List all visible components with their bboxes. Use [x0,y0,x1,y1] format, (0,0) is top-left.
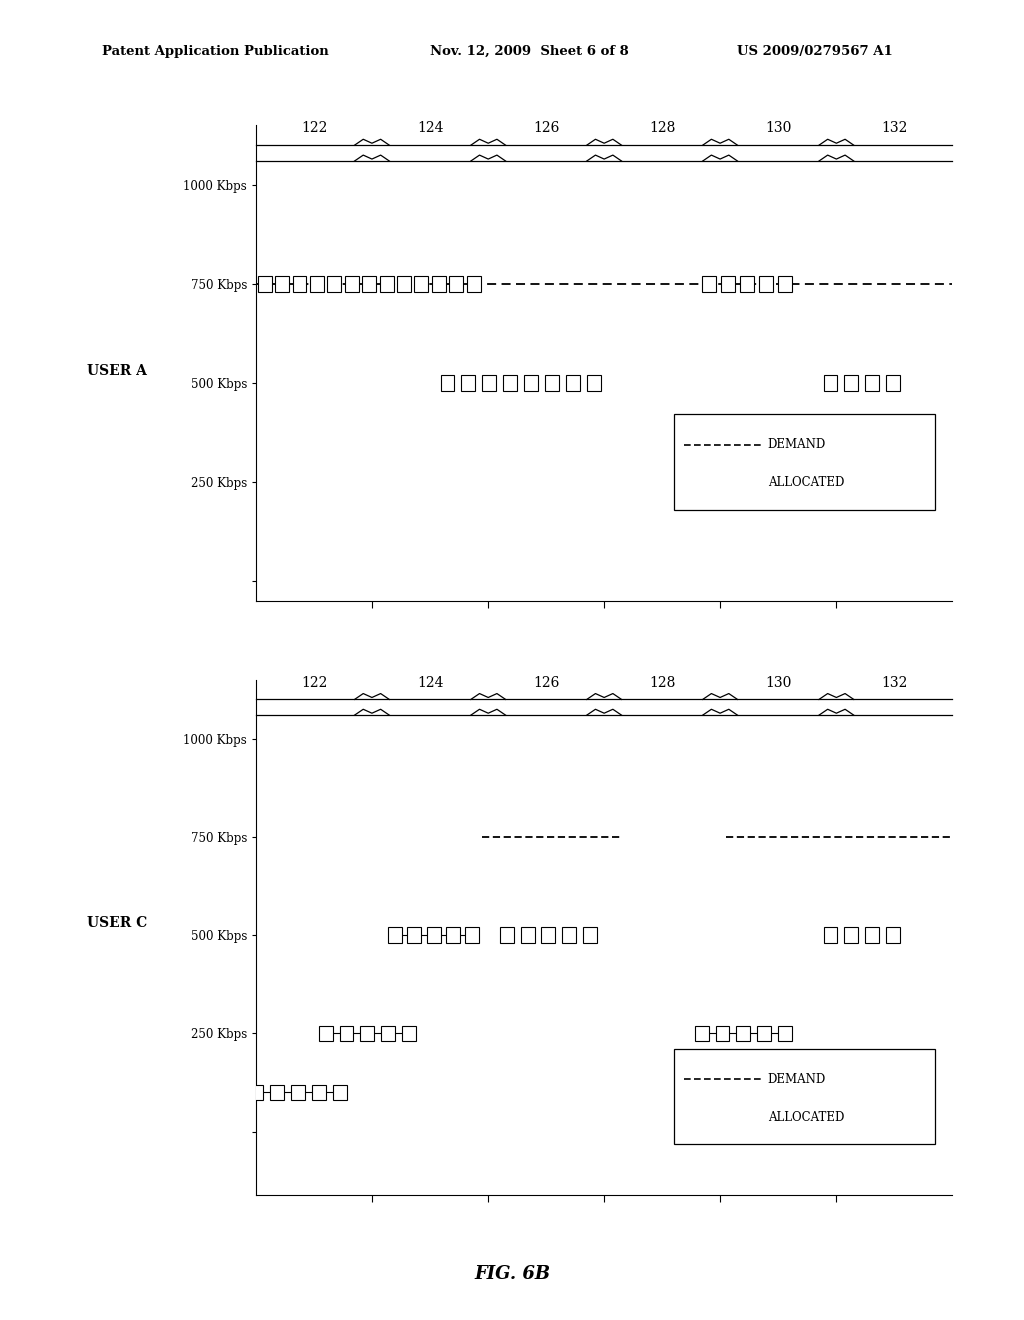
Text: USER A: USER A [87,364,146,378]
Bar [503,375,517,391]
Bar [311,1085,326,1101]
Bar [694,475,709,491]
Bar [694,1026,709,1041]
Bar [542,928,555,942]
Text: 122: 122 [301,676,328,689]
Text: 126: 126 [532,676,559,689]
Bar [701,276,716,292]
Bar [845,375,858,391]
Bar [716,1026,729,1041]
Bar [360,1026,375,1041]
Bar [462,375,475,391]
Bar [440,375,455,391]
Bar [823,375,838,391]
Bar [362,276,376,292]
Bar [445,928,460,942]
Bar [566,375,580,391]
Bar [778,276,793,292]
Bar [318,1026,333,1041]
Bar [345,276,358,292]
Bar [415,276,428,292]
Bar [258,276,271,292]
Text: 124: 124 [417,676,443,689]
Bar [388,928,402,942]
Bar [275,276,289,292]
Bar [291,1085,305,1101]
Bar [712,475,726,491]
Bar [450,276,463,292]
Bar [380,276,393,292]
Bar [408,928,422,942]
Bar [886,375,900,391]
Text: FIG. 6B: FIG. 6B [474,1265,550,1283]
Bar [333,1085,346,1101]
Text: 132: 132 [881,121,907,135]
Text: 128: 128 [649,676,676,689]
Text: DEMAND: DEMAND [768,438,826,451]
Bar [427,928,440,942]
Bar [778,1026,793,1041]
Text: US 2009/0279567 A1: US 2009/0279567 A1 [737,45,893,58]
Text: ALLOCATED: ALLOCATED [768,477,844,490]
Text: ALLOCATED: ALLOCATED [768,1110,844,1123]
Bar [758,1026,771,1041]
Bar [381,1026,395,1041]
Text: USER C: USER C [87,916,146,931]
Text: 130: 130 [765,121,792,135]
Bar [482,375,497,391]
Text: 132: 132 [881,676,907,689]
Bar [545,375,559,391]
Text: 130: 130 [765,676,792,689]
Bar [584,928,597,942]
Bar [587,375,601,391]
Bar [712,1109,726,1125]
Bar [729,475,743,491]
Bar [823,928,838,942]
Bar [845,928,858,942]
Bar [310,276,324,292]
Text: 126: 126 [532,121,559,135]
Bar [736,1026,751,1041]
Bar [270,1085,284,1101]
Bar [759,276,773,292]
Bar [562,928,577,942]
Text: 124: 124 [417,121,443,135]
Bar [694,1109,709,1125]
Bar [674,414,935,510]
Bar [402,1026,416,1041]
Text: Patent Application Publication: Patent Application Publication [102,45,329,58]
Text: DEMAND: DEMAND [768,1073,826,1086]
Bar [249,1085,263,1101]
Text: Nov. 12, 2009  Sheet 6 of 8: Nov. 12, 2009 Sheet 6 of 8 [430,45,629,58]
Bar [865,928,880,942]
Bar [432,276,445,292]
Bar [328,276,341,292]
Bar [293,276,306,292]
Bar [865,375,880,391]
Bar [721,276,735,292]
Bar [677,475,691,491]
Bar [467,276,480,292]
Text: 128: 128 [649,121,676,135]
Text: 122: 122 [301,121,328,135]
Bar [500,928,514,942]
Bar [677,1109,691,1125]
Bar [740,276,754,292]
Bar [674,1049,935,1143]
Bar [520,928,535,942]
Bar [340,1026,353,1041]
Bar [729,1109,743,1125]
Bar [886,928,900,942]
Bar [465,928,479,942]
Bar [397,276,411,292]
Bar [524,375,538,391]
